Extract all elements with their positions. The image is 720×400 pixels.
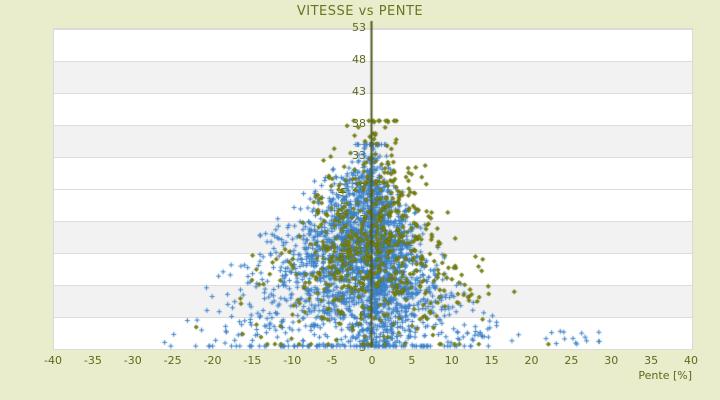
x-axis-label: Pente [%] — [638, 369, 692, 382]
gridline — [54, 29, 692, 30]
gridline — [54, 349, 692, 350]
x-tick-label: 15 — [484, 354, 499, 367]
y-tick-label: 48 — [352, 53, 366, 66]
x-tick-label: -35 — [83, 354, 102, 367]
gridline — [54, 125, 692, 126]
y-tick-label: 18 — [352, 245, 366, 258]
gridline — [54, 285, 692, 286]
gridline — [54, 157, 692, 158]
y-tick-label: 33 — [352, 149, 366, 162]
x-tick-label: -20 — [203, 354, 222, 367]
y-tick-label: 53 — [352, 21, 366, 34]
plot-area — [53, 28, 693, 350]
x-tick-label: 0 — [368, 354, 376, 367]
y-tick-label: 13 — [352, 277, 366, 290]
y-tick-label: 38 — [352, 117, 366, 130]
x-tick-label: 35 — [644, 354, 659, 367]
gridline — [54, 221, 692, 222]
chart-title: VITESSE vs PENTE — [296, 4, 424, 19]
gridline — [54, 189, 692, 190]
x-tick-label: 25 — [564, 354, 579, 367]
x-tick-label: 5 — [408, 354, 416, 367]
gridline — [54, 317, 692, 318]
gridline — [54, 61, 692, 62]
plot-band — [54, 285, 692, 317]
x-tick-label: -5 — [326, 354, 338, 367]
y-tick-label: 23 — [352, 213, 366, 226]
y-tick-label: 3 — [359, 341, 366, 354]
y-tick-label: 43 — [352, 85, 366, 98]
x-tick-label: -30 — [123, 354, 142, 367]
x-tick-label: 10 — [444, 354, 459, 367]
gridline — [54, 253, 692, 254]
plot-band — [54, 125, 692, 157]
x-tick-label: 30 — [604, 354, 619, 367]
x-tick-label: -10 — [283, 354, 302, 367]
plot-band — [54, 61, 692, 93]
plot-band — [54, 221, 692, 253]
x-tick-label: -15 — [243, 354, 262, 367]
x-tick-label: -40 — [44, 354, 62, 367]
gridline — [54, 93, 692, 94]
y-tick-label: 8 — [359, 309, 366, 322]
x-tick-label: 20 — [524, 354, 539, 367]
y-tick-label: 28 — [352, 181, 366, 194]
x-tick-label: -25 — [163, 354, 182, 367]
x-tick-label: 40 — [684, 354, 698, 367]
